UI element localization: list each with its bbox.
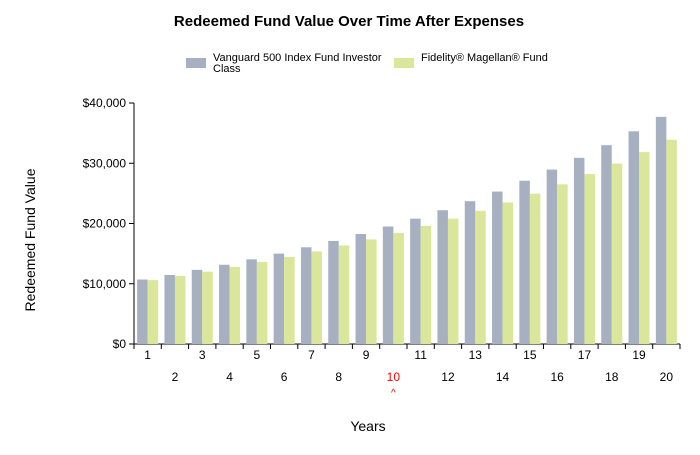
x-tick-label: 19 (632, 348, 646, 362)
y-tick-label: $40,000 (83, 96, 127, 110)
x-tick-label: 5 (254, 348, 261, 362)
bar-fidelity (557, 184, 568, 344)
x-tick-label: 16 (550, 370, 564, 384)
bar-vanguard (492, 191, 503, 344)
x-tick-label: 2 (172, 370, 179, 384)
bar-vanguard (573, 157, 585, 344)
x-tick-label: 8 (335, 370, 342, 384)
bar-fidelity (639, 152, 650, 344)
bar-fidelity (229, 266, 241, 344)
bar-fidelity (611, 163, 623, 344)
bar-vanguard (601, 145, 612, 344)
y-tick-label: $20,000 (83, 217, 127, 231)
x-tick-label: 15 (523, 348, 537, 362)
x-tick-label: 17 (578, 348, 592, 362)
bar-fidelity (475, 210, 486, 344)
bar-fidelity (502, 202, 514, 344)
bar-vanguard (410, 218, 421, 344)
x-tick-label: 4 (226, 370, 233, 384)
x-tick-label: 12 (441, 370, 455, 384)
legend-item: Fidelity® Magellan® Fund (394, 52, 548, 68)
x-axis-title: Years (350, 418, 385, 434)
y-tick-label: $10,000 (83, 277, 127, 291)
legend-label: Fidelity® Magellan® Fund (421, 52, 548, 64)
legend-swatch (186, 58, 206, 68)
bar-fidelity (284, 256, 295, 344)
bar-vanguard (546, 169, 558, 344)
bar-fidelity (393, 232, 404, 344)
bar-vanguard (191, 269, 203, 344)
highlight-marker: ^ (391, 388, 396, 399)
bar-vanguard (628, 131, 640, 344)
legend-swatch (394, 58, 414, 68)
bar-vanguard (655, 116, 667, 344)
bar-vanguard (519, 180, 530, 344)
bar-fidelity (420, 225, 432, 344)
legend-label: Vanguard 500 Index Fund Investor (213, 52, 382, 64)
chart-title: Redeemed Fund Value Over Time After Expe… (174, 13, 524, 30)
y-tick-label: $30,000 (83, 156, 127, 170)
y-axis-title: Redeemed Fund Value (22, 168, 38, 311)
bars-group (137, 116, 677, 344)
bar-fidelity (366, 239, 377, 344)
x-tick-label: 1 (144, 348, 151, 362)
bar-fidelity (174, 275, 186, 344)
bar-vanguard (355, 234, 367, 344)
bar-fidelity (584, 174, 595, 344)
x-tick-label: 10 (387, 370, 401, 384)
bar-vanguard (246, 259, 257, 344)
x-tick-label: 3 (199, 348, 206, 362)
x-tick-label: 7 (308, 348, 315, 362)
bar-fidelity (147, 280, 159, 344)
bar-fidelity (202, 271, 213, 344)
bar-vanguard (300, 247, 312, 344)
bar-vanguard (273, 253, 285, 344)
x-tick-label: 6 (281, 370, 288, 384)
bar-fidelity (311, 251, 322, 344)
x-tick-label: 18 (605, 370, 619, 384)
x-tick-label: 20 (660, 370, 674, 384)
y-tick-label: $0 (113, 337, 127, 351)
x-tick-label: 14 (496, 370, 510, 384)
bar-fidelity (256, 262, 268, 344)
x-tick-label: 13 (469, 348, 483, 362)
bar-vanguard (382, 226, 394, 344)
y-axis: $0 $10,000 $20,000 $30,000 $40,000 (83, 96, 135, 351)
bar-fidelity (338, 245, 350, 344)
bar-fidelity (666, 139, 677, 344)
bar-vanguard (219, 264, 230, 344)
bar-fidelity (529, 193, 541, 344)
bar-vanguard (464, 201, 476, 344)
legend-label: Class (213, 63, 241, 75)
bar-vanguard (137, 279, 148, 344)
bar-vanguard (164, 275, 175, 344)
bar-vanguard (328, 240, 339, 344)
x-tick-label: 11 (414, 348, 427, 362)
bar-vanguard (437, 210, 448, 344)
x-tick-label: 9 (363, 348, 370, 362)
bar-fidelity (447, 218, 459, 344)
